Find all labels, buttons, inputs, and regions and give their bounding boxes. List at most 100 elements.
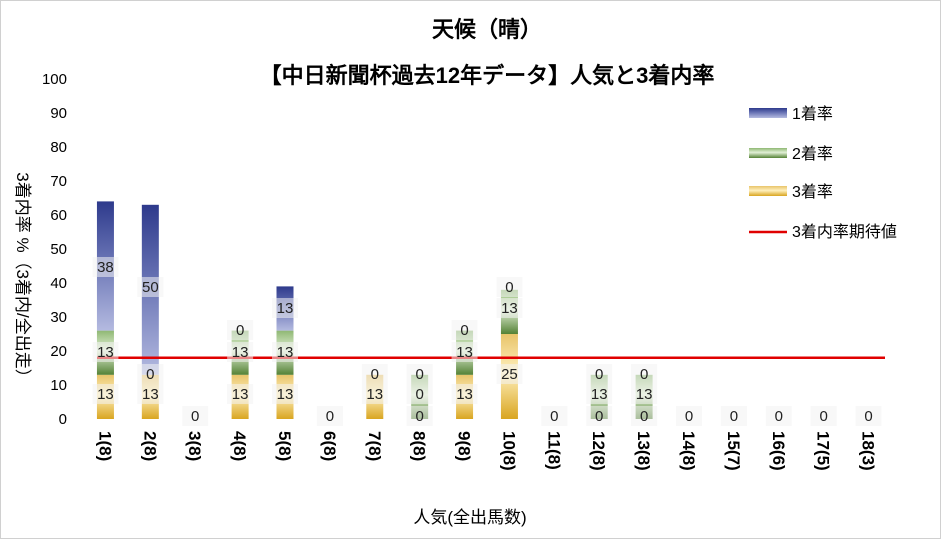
data-label: 13: [232, 344, 249, 361]
legend-swatch: [749, 186, 787, 196]
data-label-bg: [586, 406, 613, 426]
data-label-bg: [182, 406, 209, 426]
y-tick-label: 30: [50, 309, 67, 326]
x-tick-label: 2(8): [140, 431, 159, 461]
x-tick-label: 1(8): [95, 431, 114, 461]
x-tick-label: 8(8): [410, 431, 429, 461]
data-label-bg: [720, 406, 747, 426]
chart-subtitle: 【中日新聞杯過去12年データ】人気と3着内率: [260, 63, 715, 88]
data-label-bg: [631, 384, 658, 404]
x-tick-label: 3(8): [185, 431, 204, 461]
legend: 1着率 2着率 3着率 3着内率期待値: [749, 105, 897, 241]
data-label-bg: [406, 364, 433, 384]
data-label: 13: [456, 344, 473, 361]
data-label-bg: [316, 406, 343, 426]
data-label: 0: [775, 408, 783, 425]
data-label: 0: [640, 366, 648, 383]
data-label-bg: [361, 364, 388, 384]
data-label-bg: [586, 364, 613, 384]
x-tick-label: 12(8): [589, 431, 608, 471]
data-label-bg: [496, 364, 523, 384]
x-tick-label: 16(6): [769, 431, 788, 471]
legend-entry: 1着率: [792, 105, 833, 123]
data-label: 38: [97, 259, 114, 276]
data-label: 0: [685, 408, 693, 425]
data-label: 0: [191, 408, 199, 425]
x-tick-label: 6(8): [320, 431, 339, 461]
data-label: 13: [591, 386, 608, 403]
data-label-bg: [406, 384, 433, 404]
data-label: 50: [142, 279, 159, 296]
data-label: 13: [277, 386, 294, 403]
data-label-bg: [451, 320, 478, 340]
y-tick-label: 20: [50, 343, 67, 360]
x-tick-label: 9(8): [455, 431, 474, 461]
legend-entry: 3着率: [792, 183, 833, 201]
x-tick-label: 15(7): [724, 431, 743, 471]
y-axis-ticks: 0 10 20 30 40 50 60 70 80 90 100: [42, 71, 67, 428]
data-label: 0: [640, 408, 648, 425]
y-tick-label: 70: [50, 173, 67, 190]
data-label: 0: [550, 408, 558, 425]
data-label-bg: [451, 384, 478, 404]
data-label-bg: [676, 406, 702, 426]
legend-swatch: [749, 108, 787, 118]
data-label: 13: [232, 386, 249, 403]
data-label: 13: [501, 300, 518, 317]
data-label-bg: [586, 384, 613, 404]
chart-title: 天候（晴）: [432, 17, 542, 42]
legend-swatch: [749, 148, 787, 158]
legend-entry: 2着率: [792, 145, 833, 163]
data-label-bg: [496, 277, 523, 297]
y-tick-label: 50: [50, 241, 67, 258]
data-label: 13: [366, 386, 383, 403]
data-label: 0: [236, 322, 244, 339]
data-labels: 13 13 38 13 0 50 0 13 13 0 13 13 13 0 13 0 0 0 0 13 13 0 25 13 0…: [92, 257, 882, 426]
y-tick-label: 100: [42, 71, 67, 88]
data-label-bg: [92, 342, 119, 362]
data-label-bg: [92, 384, 119, 404]
data-label: 0: [505, 279, 513, 296]
y-tick-label: 60: [50, 207, 67, 224]
data-label: 13: [456, 386, 473, 403]
data-label-bg: [272, 384, 298, 404]
x-tick-label: 7(8): [365, 431, 384, 461]
data-label: 0: [326, 408, 334, 425]
data-label: 13: [277, 300, 294, 317]
data-label: 0: [595, 408, 603, 425]
x-tick-label: 11(8): [544, 431, 563, 470]
data-label-bg: [227, 342, 254, 362]
x-tick-label: 13(8): [634, 431, 653, 471]
x-tick-label: 4(8): [230, 431, 249, 461]
data-label-bg: [496, 298, 523, 318]
data-label: 0: [415, 366, 423, 383]
data-label-bg: [137, 364, 164, 384]
x-tick-label: 18(3): [859, 431, 878, 471]
data-label: 0: [730, 408, 738, 425]
data-label: 0: [595, 366, 603, 383]
x-axis-categories: 1(8) 2(8) 3(8) 4(8) 5(8) 6(8) 7(8) 8(8) 9(8) 10(8…: [95, 431, 877, 471]
data-label: 13: [277, 344, 294, 361]
data-label-bg: [227, 320, 254, 340]
data-label-bg: [451, 342, 478, 362]
data-label-bg: [631, 406, 658, 426]
data-label: 13: [97, 386, 114, 403]
y-tick-label: 90: [50, 105, 67, 122]
data-label: 0: [415, 408, 423, 425]
data-label: 0: [146, 366, 154, 383]
data-label-bg: [810, 406, 837, 426]
y-tick-label: 40: [50, 275, 67, 292]
data-label-bg: [137, 277, 164, 297]
data-label-bg: [631, 364, 658, 384]
data-label-bg: [92, 257, 119, 277]
x-tick-label: 5(8): [275, 431, 294, 461]
data-label: 25: [501, 366, 518, 383]
data-label: 0: [819, 408, 827, 425]
y-tick-label: 10: [50, 377, 67, 394]
x-tick-label: 10(8): [499, 431, 518, 471]
data-label-bg: [855, 406, 882, 426]
data-label: 0: [415, 386, 423, 403]
data-label: 13: [142, 386, 159, 403]
